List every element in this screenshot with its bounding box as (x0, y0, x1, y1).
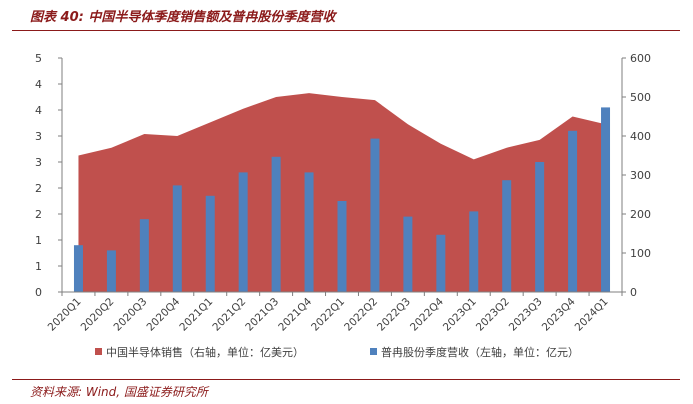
x-axis-tick-label: 2022Q1 (309, 296, 347, 334)
legend-label-semiconductor-sales: 中国半导体销售（右轴，单位：亿美元） (106, 345, 304, 359)
x-axis-tick-label: 2022Q4 (408, 295, 446, 333)
legend-swatch-bar (370, 348, 377, 355)
left-axis-tick-label: 0 (35, 286, 42, 299)
bar-2021Q4 (304, 172, 314, 292)
x-axis-tick-label: 2023Q3 (507, 296, 545, 334)
x-axis-tick-label: 2021Q3 (243, 296, 281, 334)
x-axis-tick-label: 2020Q3 (112, 296, 150, 334)
source-divider (12, 379, 680, 380)
bar-2023Q2 (502, 180, 512, 292)
bar-2023Q3 (535, 162, 545, 292)
left-axis-tick-label: 2 (35, 208, 42, 221)
x-axis-tick-label: 2020Q2 (79, 296, 117, 334)
bar-2022Q2 (370, 138, 380, 292)
left-axis-tick-label: 2 (35, 182, 42, 195)
bar-2022Q3 (403, 216, 413, 292)
title-divider (12, 30, 680, 31)
x-axis-tick-label: 2020Q4 (144, 295, 182, 333)
left-axis-tick-label: 3 (35, 156, 42, 169)
bar-2024Q1 (601, 107, 611, 293)
bar-2023Q1 (469, 211, 479, 292)
x-axis-tick-label: 2022Q2 (342, 296, 380, 334)
bar-2021Q3 (271, 156, 281, 292)
bar-2023Q4 (568, 130, 578, 292)
left-axis-tick-label: 4 (35, 78, 42, 91)
right-axis-tick-label: 600 (630, 52, 651, 65)
x-axis-tick-label: 2023Q4 (540, 295, 578, 333)
left-axis-tick-label: 4 (35, 104, 42, 117)
right-axis-tick-label: 0 (630, 286, 637, 299)
bar-2020Q4 (172, 185, 182, 292)
bar-2021Q1 (205, 195, 215, 292)
x-axis-tick-label: 2023Q2 (474, 296, 512, 334)
right-axis-tick-label: 200 (630, 208, 651, 221)
left-axis-tick-label: 1 (35, 234, 42, 247)
source-note: 资料来源: Wind, 国盛证券研究所 (30, 385, 208, 399)
left-axis-tick-label: 5 (35, 52, 42, 65)
legend-swatch-area (95, 348, 102, 355)
x-axis-tick-label: 2023Q1 (441, 296, 479, 334)
bar-2022Q4 (436, 234, 446, 292)
left-axis-tick-label: 1 (35, 260, 42, 273)
figure-title: 图表 40: 中国半导体季度销售额及普冉股份季度营收 (30, 10, 336, 25)
legend-label-company-revenue: 普冉股份季度营收（左轴，单位：亿元） (381, 345, 579, 359)
right-axis-tick-label: 500 (630, 91, 651, 104)
chart: 011223344501002003004005006002020Q12020Q… (35, 52, 651, 359)
x-axis-tick-label: 2024Q1 (573, 296, 611, 334)
bar-2020Q1 (73, 245, 83, 292)
bar-2020Q2 (106, 250, 116, 292)
right-axis-tick-label: 300 (630, 169, 651, 182)
x-axis-tick-label: 2020Q1 (46, 296, 84, 334)
x-axis-tick-label: 2021Q1 (177, 296, 215, 334)
bar-2022Q1 (337, 201, 347, 292)
bar-2021Q2 (238, 172, 248, 292)
x-axis-tick-label: 2022Q3 (375, 296, 413, 334)
right-axis-tick-label: 100 (630, 247, 651, 260)
left-axis-tick-label: 3 (35, 130, 42, 143)
bar-2020Q3 (139, 219, 149, 292)
x-axis-tick-label: 2021Q4 (276, 295, 314, 333)
x-axis-tick-label: 2021Q2 (210, 296, 248, 334)
right-axis-tick-label: 400 (630, 130, 651, 143)
